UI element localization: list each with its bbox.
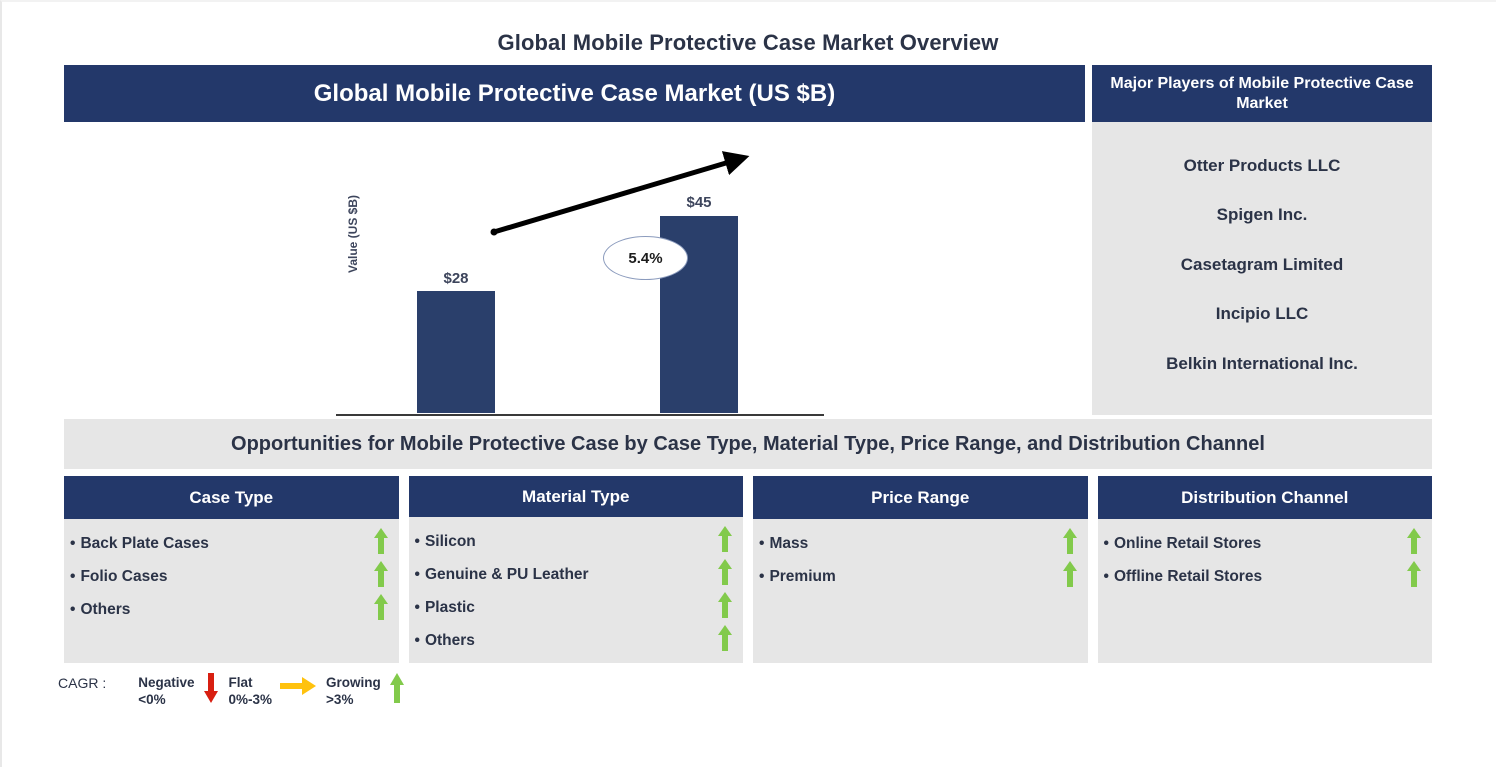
- column-header-material-type: Material Type: [408, 476, 743, 517]
- arrow-up-icon: [373, 594, 389, 625]
- arrow-up-icon: [1406, 561, 1422, 592]
- list-item-label: Online Retail Stores: [1104, 535, 1407, 553]
- arrow-up-icon: [1062, 528, 1078, 559]
- legend-entry-negative-range: <0%: [138, 692, 166, 707]
- arrow-up-icon: [389, 673, 405, 706]
- opportunities-column-price-range: Price Range Mass Premium: [753, 476, 1088, 663]
- market-chart-panel: Global Mobile Protective Case Market (US…: [64, 65, 1085, 469]
- arrow-up-icon: [717, 559, 733, 590]
- list-item-label: Mass: [759, 535, 1062, 553]
- arrow-up-icon: [717, 625, 733, 656]
- column-body-price-range: Mass Premium: [753, 519, 1088, 663]
- arrow-up-icon: [717, 592, 733, 623]
- arrow-up-icon: [717, 526, 733, 557]
- legend-entry-growing-range: >3%: [326, 692, 354, 707]
- cagr-legend: CAGR : Negative <0% Flat 0%-3% Growing >…: [58, 673, 488, 723]
- column-header-price-range: Price Range: [753, 476, 1088, 519]
- legend-entry-flat-text: Flat 0%-3%: [229, 673, 273, 708]
- opportunities-column-material-type: Material Type Silicon Genuine & PU Leath…: [408, 476, 743, 663]
- list-item: Online Retail Stores: [1104, 527, 1423, 560]
- legend-entry-flat-label: Flat: [228, 675, 253, 690]
- bar-value-2035: $45: [686, 194, 712, 211]
- cagr-legend-title: CAGR :: [58, 675, 107, 691]
- cagr-callout: 5.4%: [603, 236, 688, 280]
- list-item: Plastic: [415, 591, 734, 624]
- list-item-label: Premium: [759, 568, 1062, 586]
- list-item: Belkin International Inc.: [1166, 353, 1358, 373]
- arrow-down-icon: [203, 673, 219, 706]
- list-item-label: Plastic: [415, 599, 718, 617]
- list-item-label: Silicon: [415, 533, 718, 551]
- column-header-case-type: Case Type: [64, 476, 399, 519]
- list-item: Otter Products LLC: [1183, 155, 1341, 175]
- column-header-distribution-channel: Distribution Channel: [1097, 476, 1432, 519]
- list-item-label: Others: [415, 632, 718, 650]
- arrow-up-icon: [373, 528, 389, 559]
- list-item: Folio Cases: [70, 560, 389, 593]
- list-item: Incipio LLC: [1215, 304, 1309, 323]
- legend-entry-negative-text: Negative <0%: [138, 673, 194, 708]
- list-item: Spigen Inc.: [1216, 205, 1308, 224]
- major-players-list: Otter Products LLC Spigen Inc. Casetagra…: [1092, 122, 1432, 415]
- list-item: Others: [70, 593, 389, 626]
- opportunities-column-distribution-channel: Distribution Channel Online Retail Store…: [1097, 476, 1432, 663]
- legend-entry-negative-label: Negative: [138, 675, 195, 690]
- opportunities-column-case-type: Case Type Back Plate Cases Folio Cases O…: [64, 476, 399, 663]
- list-item: Offline Retail Stores: [1104, 560, 1423, 593]
- cagr-arrow-icon: [490, 151, 750, 236]
- list-item: Back Plate Cases: [70, 527, 389, 560]
- legend-entry-growing-label: Growing: [326, 675, 381, 690]
- chart-x-axis-line: [336, 414, 824, 416]
- list-item-label: Folio Cases: [70, 568, 373, 586]
- chart-plot-area: Value (US $B) $28 $45 2026 2035 5.4%: [64, 122, 1085, 438]
- list-item: Mass: [759, 527, 1078, 560]
- legend-entry-negative: Negative <0%: [138, 673, 218, 708]
- major-players-panel: Major Players of Mobile Protective Case …: [1092, 65, 1432, 415]
- legend-entry-growing: Growing >3%: [326, 673, 405, 708]
- list-item: Genuine & PU Leather: [415, 558, 734, 591]
- opportunities-banner: Opportunities for Mobile Protective Case…: [64, 419, 1432, 469]
- chart-panel-header: Global Mobile Protective Case Market (US…: [64, 65, 1085, 122]
- chart-y-axis-label: Value (US $B): [346, 194, 361, 274]
- opportunities-columns: Case Type Back Plate Cases Folio Cases O…: [64, 476, 1432, 663]
- arrow-up-icon: [1062, 561, 1078, 592]
- arrow-up-icon: [1406, 528, 1422, 559]
- list-item-label: Genuine & PU Leather: [415, 566, 718, 584]
- list-item: Silicon: [415, 525, 734, 558]
- column-body-distribution-channel: Online Retail Stores Offline Retail Stor…: [1097, 519, 1432, 663]
- column-body-case-type: Back Plate Cases Folio Cases Others: [64, 519, 399, 663]
- list-item: Others: [415, 624, 734, 657]
- bar-2026: [417, 291, 495, 413]
- list-item: Premium: [759, 560, 1078, 593]
- major-players-header: Major Players of Mobile Protective Case …: [1092, 65, 1432, 122]
- legend-entry-growing-text: Growing >3%: [326, 673, 381, 708]
- legend-entry-flat-range: 0%-3%: [228, 692, 273, 707]
- legend-entry-flat: Flat 0%-3%: [229, 673, 317, 708]
- arrow-up-icon: [373, 561, 389, 592]
- bar-value-2026: $28: [443, 270, 469, 287]
- arrow-right-icon: [280, 677, 317, 698]
- list-item: Casetagram Limited: [1180, 254, 1344, 274]
- column-body-material-type: Silicon Genuine & PU Leather Plastic Oth…: [408, 517, 743, 663]
- page-title: Global Mobile Protective Case Market Ove…: [497, 30, 999, 55]
- list-item-label: Offline Retail Stores: [1104, 568, 1407, 586]
- list-item-label: Back Plate Cases: [70, 535, 373, 553]
- list-item-label: Others: [70, 601, 373, 619]
